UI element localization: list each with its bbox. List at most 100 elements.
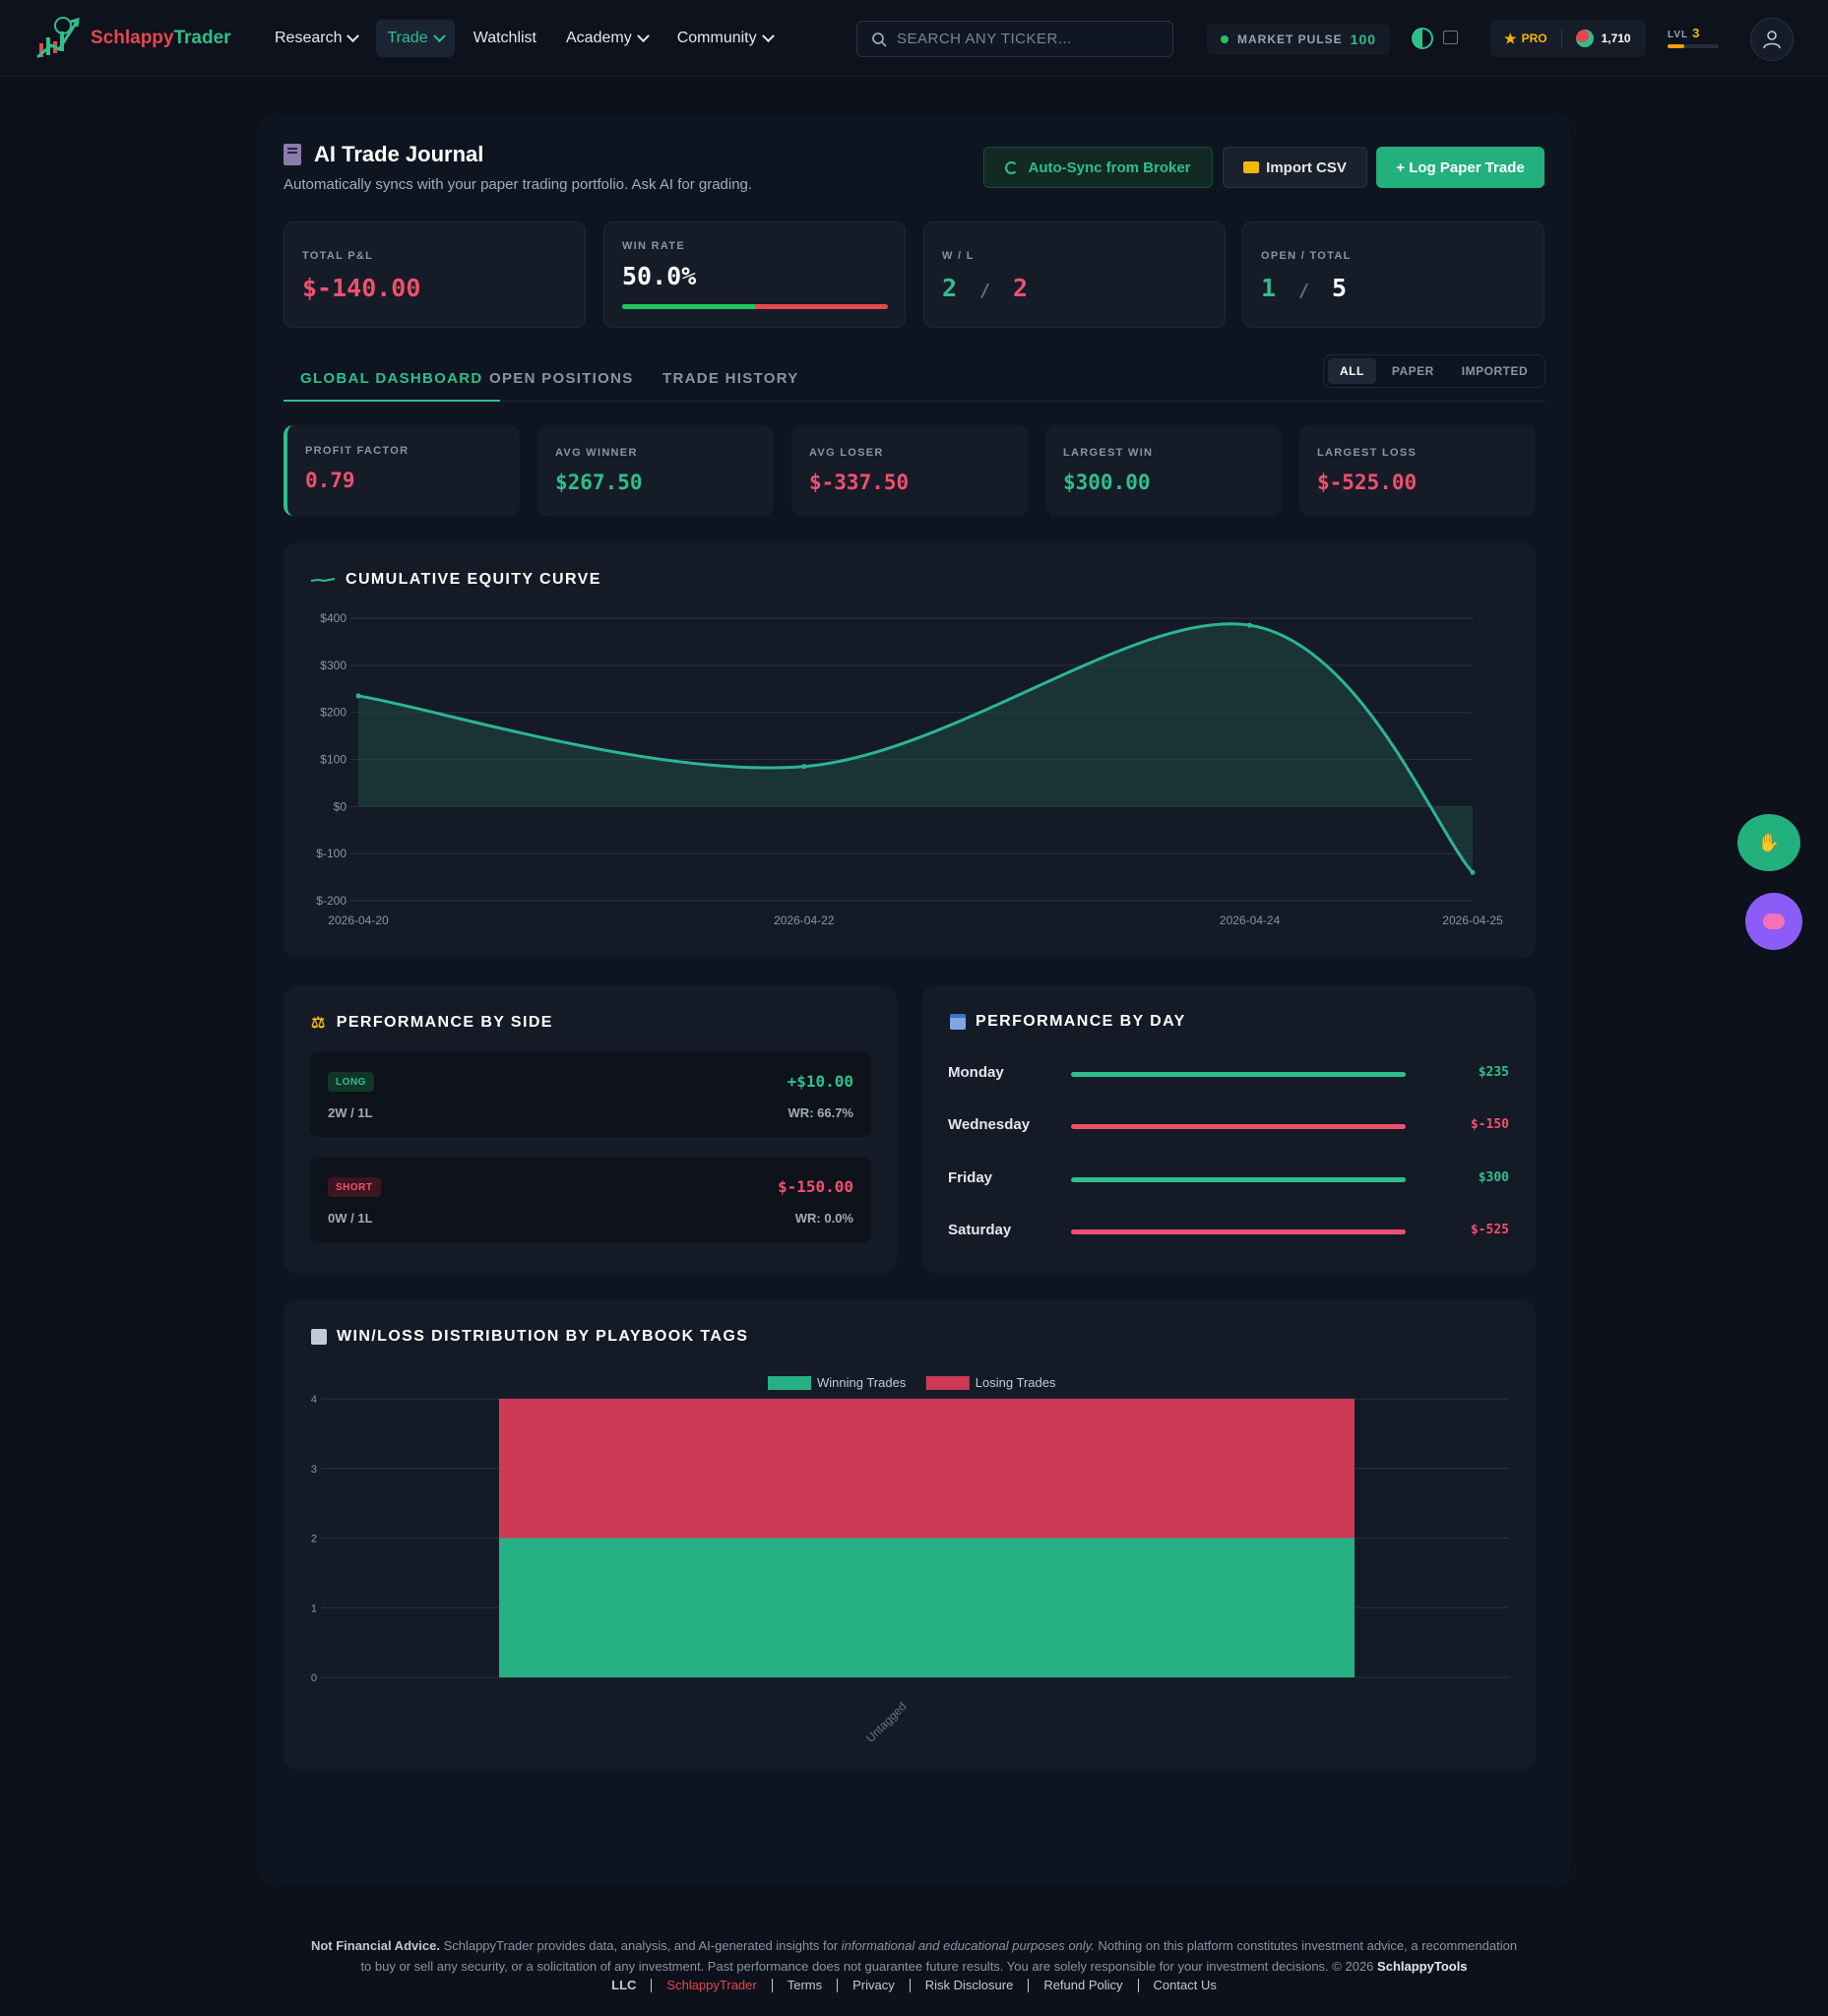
footer-llc: LLC — [611, 1978, 637, 1992]
losses-count: 2 — [1013, 274, 1029, 302]
separator: / — [1298, 281, 1309, 301]
performance-by-side-card: ⚖ PERFORMANCE BY SIDE LONG 2W / 1L +$10.… — [284, 985, 897, 1274]
day-name: Wednesday — [948, 1116, 1031, 1133]
playbook-tags-chart: 0 1 2 3 4 Winning Trades Losing Trades Untagged — [311, 1375, 1509, 1745]
brain-icon — [1763, 914, 1785, 929]
equity-curve-chart: $400 $300 $200 $100 $0 $-100 $-200 2026-04-20 20… — [316, 611, 1503, 927]
day-row-wednesday: Wednesday $-150 — [948, 1114, 1509, 1138]
footer-link-risk-disclosure[interactable]: Risk Disclosure — [909, 1979, 1029, 1992]
level-text: LVL 3 — [1668, 26, 1719, 40]
data-point — [1470, 869, 1476, 875]
day-row-friday: Friday $300 — [948, 1167, 1509, 1191]
copyright: © 2026 — [1332, 1959, 1374, 1974]
footer-link-schlappytrader[interactable]: SchlappyTrader — [651, 1979, 771, 1992]
stat-value: 1 / 5 — [1261, 274, 1347, 302]
metric-label: AVG WINNER — [555, 447, 638, 459]
help-fab[interactable]: ✋ — [1737, 814, 1800, 871]
win-rate-fill — [622, 304, 755, 309]
day-value: $300 — [1478, 1170, 1509, 1185]
market-pulse-badge[interactable]: MARKET PULSE 100 — [1207, 24, 1391, 55]
metric-label: LARGEST WIN — [1063, 447, 1154, 459]
footer-brand: SchlappyTools — [1377, 1959, 1468, 1974]
day-row-monday: Monday $235 — [948, 1062, 1509, 1086]
open-count: 1 — [1261, 274, 1277, 302]
footer-link-refund-policy[interactable]: Refund Policy — [1028, 1979, 1137, 1992]
user-avatar-button[interactable] — [1750, 18, 1794, 61]
metric-label: AVG LOSER — [809, 447, 884, 459]
pro-coins-box[interactable]: ★ PRO 1,710 — [1490, 20, 1646, 57]
chevron-down-icon — [761, 29, 775, 42]
side-win-rate: WR: 0.0% — [794, 1211, 853, 1226]
tab-global-dashboard[interactable]: GLOBAL DASHBOARD — [284, 364, 500, 402]
x-tick-label: 2026-04-25 — [1442, 914, 1503, 927]
footer-link-contact[interactable]: Contact Us — [1137, 1979, 1231, 1992]
y-tick-label: $0 — [334, 799, 347, 813]
log-paper-trade-label: + Log Paper Trade — [1396, 158, 1525, 176]
day-row-saturday: Saturday $-525 — [948, 1220, 1509, 1243]
nav-watchlist[interactable]: Watchlist — [463, 20, 547, 57]
logo-text: SchlappyTrader — [91, 28, 231, 49]
import-csv-button[interactable]: Import CSV — [1223, 147, 1367, 188]
nav-research[interactable]: Research — [264, 20, 368, 57]
filter-paper[interactable]: PAPER — [1391, 364, 1434, 378]
page-subtitle: Automatically syncs with your paper trad… — [284, 176, 753, 193]
playbook-tags-title: WIN/LOSS DISTRIBUTION BY PLAYBOOK TAGS — [311, 1328, 748, 1346]
metric-value: 0.79 — [305, 469, 355, 492]
refresh-icon — [1005, 160, 1019, 174]
tab-trade-history[interactable]: TRADE HISTORY — [662, 370, 799, 387]
side-row-long[interactable]: LONG 2W / 1L +$10.00 WR: 66.7% — [310, 1052, 871, 1137]
footer-link-terms[interactable]: Terms — [771, 1979, 837, 1992]
equity-curve-title: CUMULATIVE EQUITY CURVE — [310, 571, 601, 589]
wave-hand-icon: ✋ — [1757, 832, 1781, 852]
side-badge-long: LONG — [328, 1072, 374, 1092]
level-progress-bar — [1668, 44, 1719, 48]
equity-curve-title-text: CUMULATIVE EQUITY CURVE — [346, 571, 601, 588]
level-value: 3 — [1692, 26, 1701, 40]
y-tick-label: 1 — [311, 1603, 317, 1614]
ticker-search[interactable] — [856, 21, 1173, 57]
theme-toggle-icon[interactable] — [1412, 28, 1433, 49]
metric-value: $267.50 — [555, 471, 643, 494]
metric-value: $-337.50 — [809, 471, 910, 494]
performance-by-day-title-text: PERFORMANCE BY DAY — [976, 1013, 1186, 1030]
folder-icon — [1243, 161, 1260, 173]
metric-profit-factor: PROFIT FACTOR 0.79 — [284, 425, 520, 516]
search-input[interactable] — [897, 31, 1163, 47]
user-icon — [1763, 31, 1781, 49]
filter-all[interactable]: ALL — [1328, 358, 1376, 384]
metric-largest-loss: LARGEST LOSS $-525.00 — [1299, 425, 1536, 516]
ai-brain-fab[interactable] — [1745, 893, 1802, 950]
logo-text-part1: Schlappy — [91, 28, 174, 48]
nav-watchlist-label: Watchlist — [473, 30, 536, 46]
disclaimer-text: Nothing on this platform constitutes inv… — [1098, 1938, 1518, 1953]
nav-trade-label: Trade — [387, 30, 428, 46]
y-tick-label: $100 — [320, 753, 347, 767]
day-value: $-150 — [1470, 1117, 1509, 1132]
tab-open-positions[interactable]: OPEN POSITIONS — [489, 370, 634, 387]
side-pnl: $-150.00 — [777, 1177, 853, 1196]
image-icon[interactable] — [1443, 31, 1458, 44]
playbook-tags-card: WIN/LOSS DISTRIBUTION BY PLAYBOOK TAGS 0… — [284, 1299, 1536, 1770]
auto-sync-button[interactable]: Auto-Sync from Broker — [983, 147, 1213, 188]
logo[interactable]: SchlappyTrader — [33, 12, 231, 65]
level-indicator[interactable]: LVL 3 — [1668, 26, 1719, 48]
stat-value: $-140.00 — [302, 274, 421, 302]
total-count: 5 — [1332, 274, 1348, 302]
filter-imported[interactable]: IMPORTED — [1461, 364, 1529, 378]
nav-academy[interactable]: Academy — [555, 20, 659, 57]
nav-community[interactable]: Community — [666, 20, 784, 57]
separator: / — [979, 281, 990, 301]
y-tick-label: 2 — [311, 1534, 317, 1545]
nav-trade[interactable]: Trade — [376, 20, 455, 57]
chart-icon — [311, 1329, 327, 1345]
playbook-tags-title-text: WIN/LOSS DISTRIBUTION BY PLAYBOOK TAGS — [337, 1328, 749, 1345]
footer-link-privacy[interactable]: Privacy — [837, 1979, 910, 1992]
line-chart-icon — [310, 578, 336, 583]
stat-total-pnl: TOTAL P&L $-140.00 — [284, 221, 586, 328]
journal-book-icon — [284, 144, 301, 165]
side-row-short[interactable]: SHORT 0W / 1L $-150.00 WR: 0.0% — [310, 1158, 871, 1242]
legend-swatch — [768, 1376, 811, 1390]
log-paper-trade-button[interactable]: + Log Paper Trade — [1376, 147, 1544, 188]
auto-sync-label: Auto-Sync from Broker — [1028, 158, 1191, 176]
performance-by-side-title: ⚖ PERFORMANCE BY SIDE — [311, 1013, 553, 1033]
